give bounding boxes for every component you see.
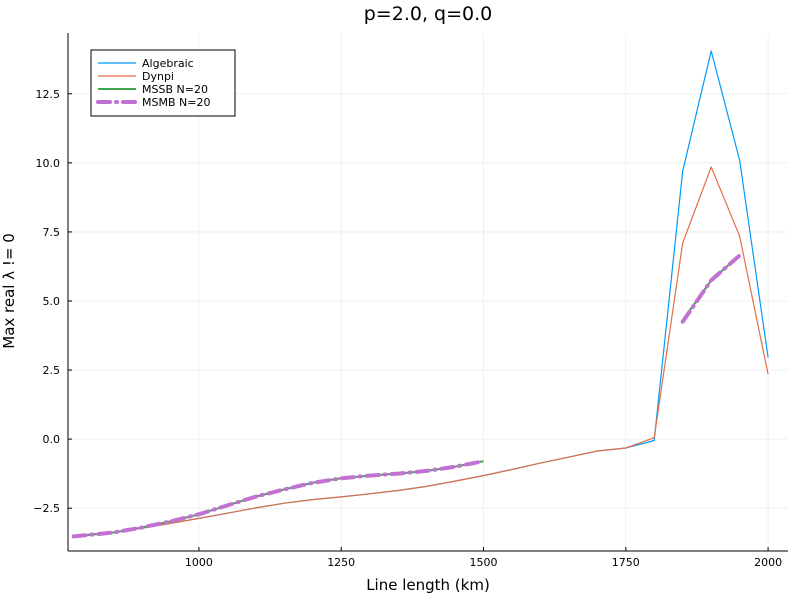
axes-layer [67,33,788,552]
y-tick-label: 0.0 [43,433,61,446]
legend-label: MSMB N=20 [142,96,210,109]
x-tick-label: 1000 [185,556,213,569]
legend-box [90,49,236,117]
y-tick-label: 12.5 [36,88,61,101]
series-msmb-n-20-line [71,459,486,539]
x-tick-label: 1500 [469,556,497,569]
x-tick-label: 1250 [327,556,355,569]
tick-label-layer: 1000 1250 1500 1750 2000 −2.5 0.0 2.5 5.0 7.5 10.0… [33,88,782,569]
y-tick-label: 7.5 [43,226,61,239]
series-dynpi-line [73,166,769,537]
y-tick-label: 5.0 [43,295,61,308]
y-tick-label: −2.5 [33,502,60,515]
x-tick-label: 1750 [612,556,640,569]
y-axis-label: Max real λ != 0 [0,233,18,349]
chart-title: p=2.0, q=0.0 [364,3,492,25]
x-axis-label: Line length (km) [366,576,490,594]
legend-label: Dynpi [142,70,174,83]
legend-label: MSSB N=20 [142,83,208,96]
y-tick-label: 10.0 [36,157,61,170]
y-tick-label: 2.5 [43,364,61,377]
series-msmb-n-20-line [680,253,742,324]
legend-label: Algebraic [142,57,194,70]
series-layer [71,50,769,539]
x-tick-label: 2000 [754,556,782,569]
grid-layer [68,33,788,551]
